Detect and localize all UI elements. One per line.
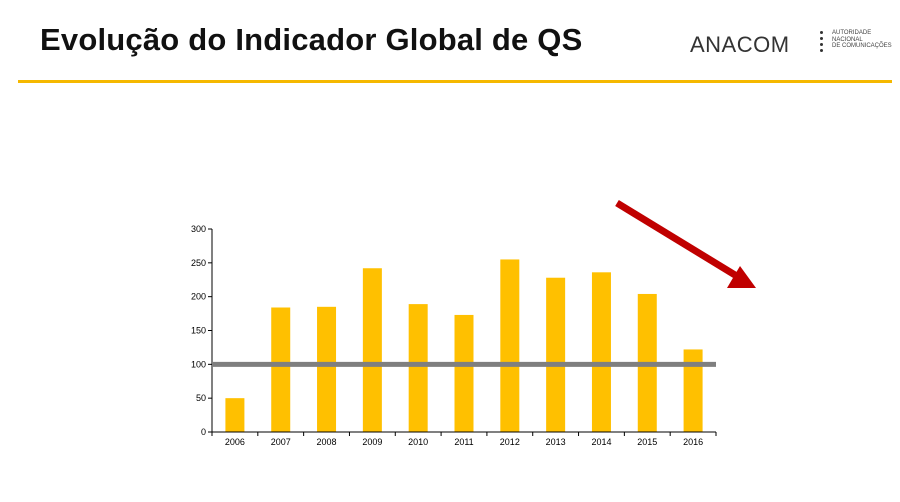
logo-sub-line-2: Nacional — [832, 36, 863, 43]
bar-2016 — [683, 349, 703, 432]
y-tick-label-100: 100 — [191, 359, 206, 369]
y-tick-label-200: 200 — [191, 292, 206, 302]
header-rule — [18, 80, 892, 83]
bar-2010 — [408, 304, 428, 432]
x-tick-label-2013: 2013 — [546, 437, 566, 447]
x-tick-label-2012: 2012 — [500, 437, 520, 447]
bar-2008 — [317, 306, 337, 432]
x-tick-label-2016: 2016 — [683, 437, 703, 447]
x-tick-label-2010: 2010 — [408, 437, 428, 447]
logo-sub-line-1: Autoridade — [832, 30, 872, 36]
y-tick-label-300: 300 — [191, 224, 206, 234]
x-axis: 2006 2007 2008 2009 2010 2011 2012 2013 2014 2015… — [211, 431, 717, 447]
y-tick-label-0: 0 — [201, 427, 206, 437]
bar-2006 — [225, 398, 245, 432]
x-tick-label-2007: 2007 — [271, 437, 291, 447]
bar-2009 — [362, 268, 382, 432]
y-tick-label-150: 150 — [191, 326, 206, 336]
logo-dots-icon — [819, 28, 825, 55]
bar-2011 — [454, 314, 474, 432]
trend-arrow-head-icon — [727, 266, 756, 288]
x-tick-label-2011: 2011 — [454, 437, 473, 447]
trend-arrow-group — [615, 200, 756, 288]
logo-subtitle: Autoridade Nacional de Comunicações — [832, 30, 892, 50]
bar-2012 — [500, 259, 520, 432]
y-tick-label-250: 250 — [191, 258, 206, 268]
trend-arrow-shaft — [615, 200, 737, 278]
y-axis: 0 50 100 150 200 250 300 — [191, 224, 213, 437]
x-tick-label-2006: 2006 — [225, 437, 245, 447]
page-title: Evolução do Indicador Global de QS — [40, 22, 583, 57]
logo-sub-line-3: de Comunicações — [832, 43, 892, 49]
bars-group — [225, 259, 703, 432]
x-tick-label-2015: 2015 — [637, 437, 657, 447]
x-tick-label-2008: 2008 — [317, 437, 337, 447]
x-tick-label-2009: 2009 — [362, 437, 382, 447]
bar-2013 — [546, 277, 566, 432]
bar-2007 — [271, 307, 291, 432]
x-tick-label-2014: 2014 — [591, 437, 611, 447]
y-tick-label-50: 50 — [196, 393, 206, 403]
bar-2014 — [591, 272, 611, 432]
logo-wordmark: ANACOM — [690, 32, 790, 57]
